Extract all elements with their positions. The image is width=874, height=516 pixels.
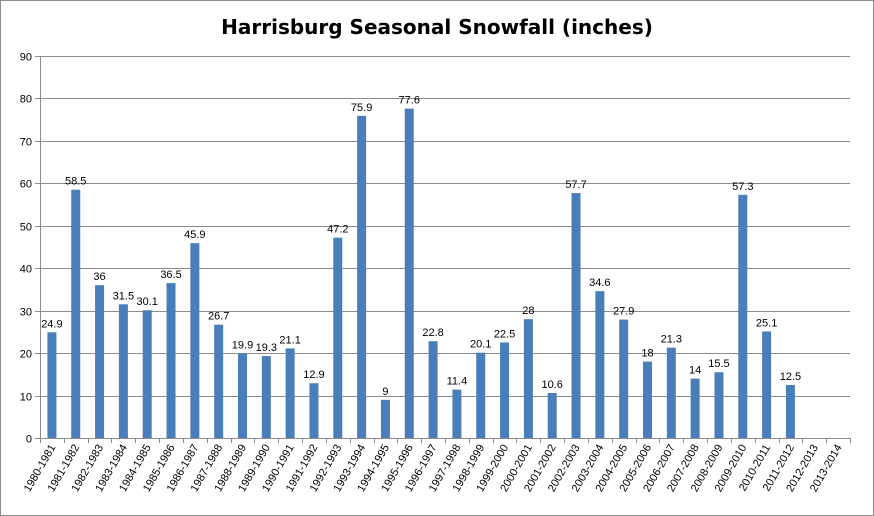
data-label: 28 — [522, 305, 534, 317]
data-label: 15.5 — [708, 358, 729, 370]
bar — [714, 372, 724, 438]
data-label: 58.5 — [65, 176, 86, 188]
data-label: 36 — [93, 271, 105, 283]
bar — [71, 189, 81, 438]
data-label: 14 — [689, 365, 701, 377]
y-tick-label: 60 — [20, 179, 32, 191]
y-tick-label: 0 — [26, 434, 32, 446]
bar — [428, 341, 438, 438]
bar — [547, 393, 557, 438]
y-tick-label: 20 — [20, 349, 32, 361]
data-label: 25.1 — [756, 317, 777, 329]
data-label: 47.2 — [327, 224, 348, 236]
y-tick-label: 10 — [20, 392, 32, 404]
data-label: 21.1 — [279, 334, 300, 346]
data-label: 36.5 — [160, 269, 181, 281]
data-label: 21.3 — [661, 334, 682, 346]
bar — [166, 283, 176, 438]
bar — [380, 399, 390, 438]
bar — [595, 291, 605, 438]
y-tick-label: 70 — [20, 137, 32, 149]
bar — [571, 193, 581, 438]
bar — [95, 285, 105, 438]
data-label: 12.5 — [780, 371, 801, 383]
y-tick-label: 50 — [20, 222, 32, 234]
bar-series — [47, 108, 795, 439]
data-label: 57.3 — [732, 181, 753, 193]
bar — [214, 324, 224, 438]
x-tick-labels: 1980-19811981-19821982-19831983-19841984… — [22, 442, 845, 494]
bar — [333, 237, 343, 438]
bar — [142, 310, 152, 438]
data-label: 34.6 — [589, 277, 610, 289]
bar — [309, 383, 319, 438]
bar — [404, 108, 414, 439]
y-tick-label: 90 — [20, 52, 32, 64]
data-label: 19.3 — [256, 342, 277, 354]
bar — [738, 194, 748, 438]
bar — [500, 342, 510, 438]
bar — [690, 378, 700, 438]
y-tick-labels: 0 10 20 30 40 50 60 70 80 90 — [20, 52, 32, 446]
bar — [118, 304, 128, 438]
axes — [35, 56, 851, 443]
bar — [190, 243, 200, 438]
bar — [785, 384, 795, 438]
data-label: 22.8 — [422, 327, 443, 339]
bar — [666, 347, 676, 438]
data-label: 22.5 — [494, 329, 515, 341]
y-tick-label: 80 — [20, 94, 32, 106]
data-label: 75.9 — [351, 102, 372, 114]
data-label: 9 — [382, 386, 388, 398]
bar — [619, 319, 629, 438]
y-tick-label: 30 — [20, 307, 32, 319]
data-label: 45.9 — [184, 229, 205, 241]
y-tick-label: 40 — [20, 264, 32, 276]
bar — [762, 331, 772, 438]
bar — [643, 361, 652, 438]
bar — [238, 353, 247, 438]
bar — [523, 319, 533, 438]
bar — [285, 348, 295, 438]
data-label: 26.7 — [208, 311, 229, 323]
bar — [357, 115, 367, 438]
data-label: 57.7 — [565, 179, 586, 191]
data-label: 31.5 — [113, 290, 134, 302]
data-label: 10.6 — [541, 379, 562, 391]
data-label: 27.9 — [613, 306, 634, 318]
data-label: 18 — [641, 348, 653, 360]
bar — [452, 389, 462, 438]
gridlines — [40, 56, 850, 397]
data-label: 20.1 — [470, 339, 491, 351]
chart-title: Harrisburg Seasonal Snowfall (inches) — [221, 15, 653, 39]
data-label: 24.9 — [41, 318, 62, 330]
data-label: 12.9 — [303, 369, 324, 381]
bar — [261, 356, 271, 438]
bar — [476, 352, 486, 438]
data-label: 19.9 — [232, 340, 253, 352]
data-label: 77.6 — [399, 95, 420, 107]
data-label: 30.1 — [136, 296, 157, 308]
data-label: 11.4 — [447, 376, 468, 388]
bar — [47, 332, 57, 438]
